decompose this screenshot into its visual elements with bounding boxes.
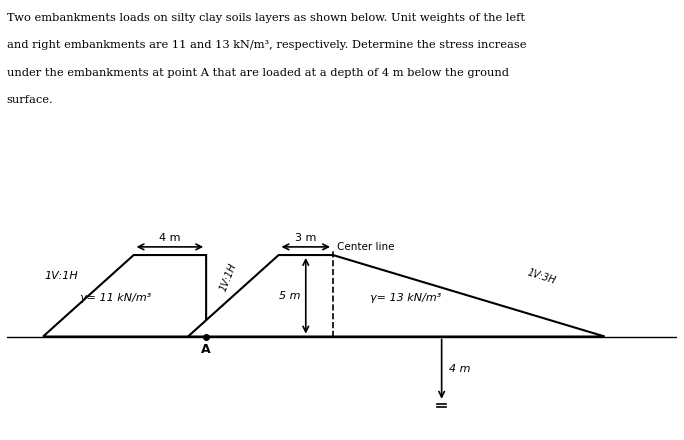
Text: 1V:1H: 1V:1H [44,271,78,282]
Text: Center line: Center line [337,242,394,252]
Text: 3 m: 3 m [295,233,317,243]
Polygon shape [188,255,605,337]
Text: γ= 13 kN/m³: γ= 13 kN/m³ [370,293,441,303]
Text: Two embankments loads on silty clay soils layers as shown below. Unit weights of: Two embankments loads on silty clay soil… [7,13,525,23]
Polygon shape [43,255,206,337]
Text: A: A [201,343,211,356]
Text: 1V:1H: 1V:1H [218,262,238,293]
Text: and right embankments are 11 and 13 kN/m³, respectively. Determine the stress in: and right embankments are 11 and 13 kN/m… [7,40,527,51]
Text: under the embankments at point A that are loaded at a depth of 4 m below the gro: under the embankments at point A that ar… [7,68,509,78]
Text: 4 m: 4 m [159,233,181,243]
Text: 5 m: 5 m [279,291,300,301]
Text: 1V:3H: 1V:3H [526,268,557,286]
Text: γ= 11 kN/m³: γ= 11 kN/m³ [80,293,151,303]
Text: 4 m: 4 m [449,364,471,374]
Text: surface.: surface. [7,95,53,105]
